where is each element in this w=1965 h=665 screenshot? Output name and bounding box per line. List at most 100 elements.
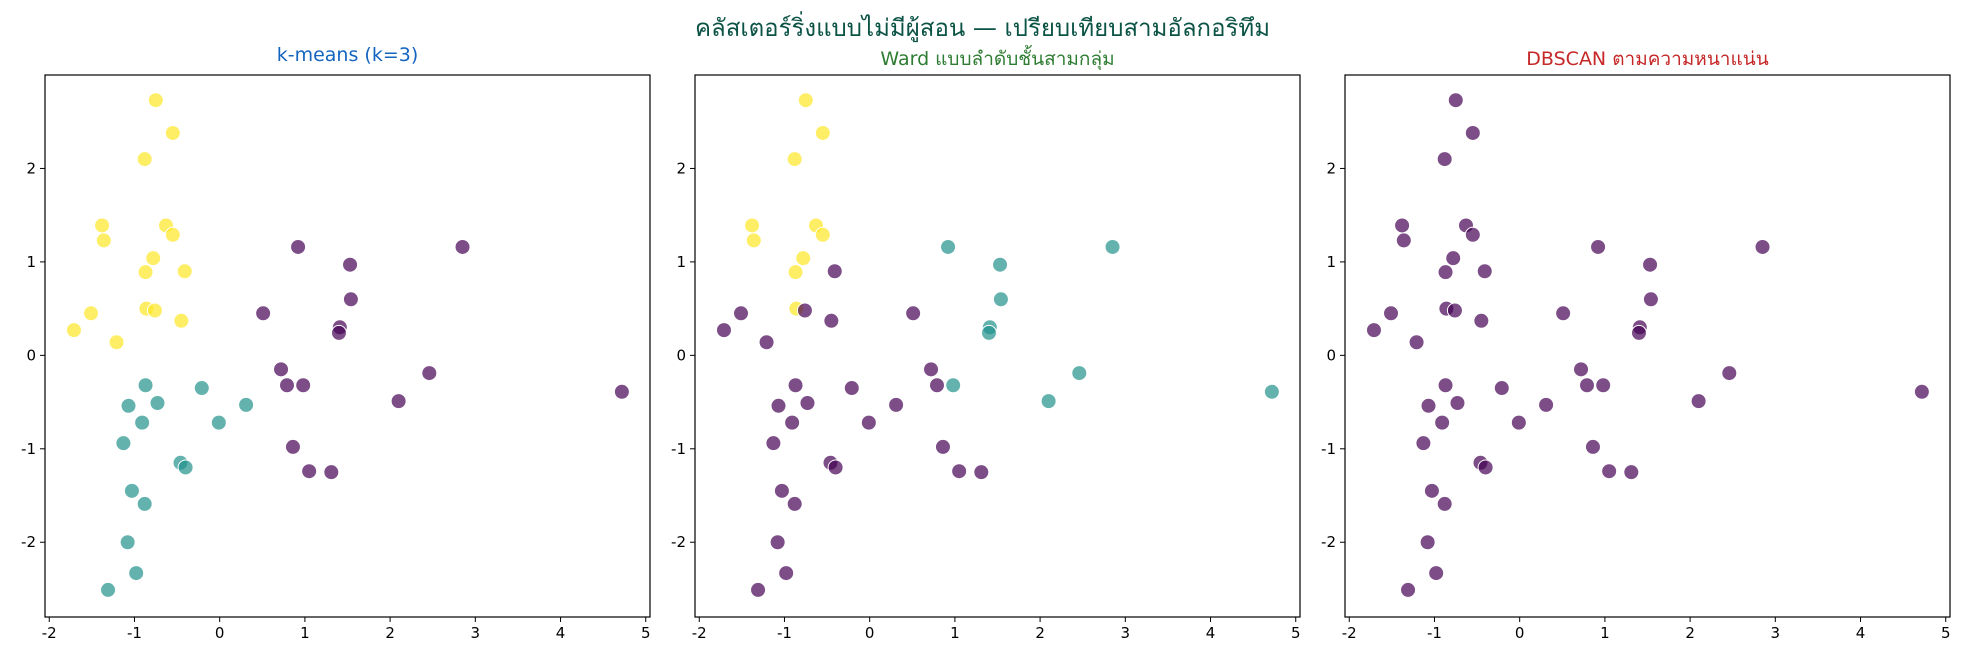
data-point xyxy=(273,361,290,378)
data-point xyxy=(1595,377,1612,394)
data-point xyxy=(1436,151,1453,168)
x-tick-label: -1 xyxy=(1427,624,1442,642)
data-point xyxy=(992,256,1009,273)
data-point xyxy=(1464,226,1481,243)
data-point xyxy=(945,377,962,394)
axes-frame xyxy=(694,74,1301,618)
data-point xyxy=(1434,414,1451,431)
axes-frame xyxy=(1344,74,1951,618)
y-tick-label: -1 xyxy=(1321,440,1336,458)
data-point xyxy=(1721,365,1738,382)
data-point xyxy=(120,397,137,414)
data-point xyxy=(1104,238,1121,255)
data-point xyxy=(787,264,804,281)
y-tick-label: 1 xyxy=(26,253,36,271)
x-tick-label: 4 xyxy=(556,624,566,642)
data-point xyxy=(923,361,940,378)
data-point xyxy=(173,312,190,329)
data-point xyxy=(1420,397,1437,414)
data-point xyxy=(787,377,804,394)
data-point xyxy=(980,324,997,341)
data-point xyxy=(992,291,1009,308)
y-tick-label: -2 xyxy=(671,533,686,551)
data-point xyxy=(108,334,125,351)
y-tick-label: -1 xyxy=(671,440,686,458)
data-point xyxy=(284,438,301,455)
data-point xyxy=(1538,396,1555,413)
x-tick-label: 4 xyxy=(1206,624,1216,642)
data-point xyxy=(295,377,312,394)
data-point xyxy=(1464,124,1481,141)
data-point xyxy=(145,250,162,267)
data-point xyxy=(1493,380,1510,397)
data-point xyxy=(827,459,844,476)
data-point xyxy=(1419,534,1436,551)
data-point xyxy=(176,263,193,280)
data-point xyxy=(1630,324,1647,341)
x-tick-label: -2 xyxy=(692,624,707,642)
x-tick-label: 3 xyxy=(471,624,481,642)
data-point xyxy=(1437,264,1454,281)
data-point xyxy=(1690,393,1707,410)
data-point xyxy=(1365,322,1382,339)
data-point xyxy=(1754,238,1771,255)
data-point xyxy=(149,395,166,412)
y-tick-label: -2 xyxy=(21,533,36,551)
data-point xyxy=(786,495,803,512)
data-point xyxy=(146,302,163,319)
data-point xyxy=(1476,263,1493,280)
data-point xyxy=(1446,302,1463,319)
data-point xyxy=(1394,217,1411,234)
y-tick-label: -1 xyxy=(21,440,36,458)
scatter-panel: -2 -1 0 1 2 3 4 5 -2 -1 0 1 2 xyxy=(671,74,1301,642)
data-point xyxy=(1447,92,1464,109)
x-tick-label: -2 xyxy=(1342,624,1357,642)
data-point xyxy=(1395,232,1412,249)
data-point xyxy=(934,438,951,455)
data-point xyxy=(342,291,359,308)
data-point xyxy=(951,463,968,480)
data-point xyxy=(1445,250,1462,267)
x-tick-label: 1 xyxy=(1600,624,1610,642)
data-point xyxy=(323,464,340,481)
scatter-panel: -2 -1 0 1 2 3 4 5 -2 -1 0 1 2 xyxy=(1321,74,1951,642)
data-point xyxy=(65,322,82,339)
x-tick-label: 0 xyxy=(215,624,225,642)
data-point xyxy=(1383,305,1400,322)
y-tick-label: 2 xyxy=(676,159,686,177)
data-point xyxy=(1590,238,1607,255)
data-point xyxy=(1040,393,1057,410)
data-point xyxy=(128,565,145,582)
data-point xyxy=(83,305,100,322)
data-point xyxy=(888,396,905,413)
data-point xyxy=(784,414,801,431)
data-point xyxy=(255,305,272,322)
data-point xyxy=(1510,414,1527,431)
data-point xyxy=(301,463,318,480)
data-point xyxy=(1573,361,1590,378)
data-point xyxy=(134,414,151,431)
data-point xyxy=(769,534,786,551)
data-point xyxy=(279,377,295,394)
data-point xyxy=(715,322,732,339)
x-tick-label: -1 xyxy=(127,624,142,642)
x-tick-label: 0 xyxy=(1515,624,1525,642)
y-tick-label: 0 xyxy=(676,346,686,364)
data-point xyxy=(905,305,922,322)
panel-title-ward: Ward แบบลำดับชั้นสามกลุ่ม xyxy=(880,48,1115,70)
data-point xyxy=(973,464,990,481)
data-point xyxy=(342,256,359,273)
y-tick-label: 1 xyxy=(676,253,686,271)
data-point xyxy=(1400,581,1417,598)
data-point xyxy=(177,459,194,476)
data-point xyxy=(1623,464,1640,481)
data-point xyxy=(1584,438,1601,455)
data-point xyxy=(1642,291,1659,308)
data-point xyxy=(778,565,795,582)
data-point xyxy=(1415,435,1432,452)
x-tick-label: -1 xyxy=(777,624,792,642)
data-point xyxy=(164,226,181,243)
data-point xyxy=(136,495,153,512)
panel-title-kmeans: k-means (k=3) xyxy=(276,44,419,66)
data-point xyxy=(1263,383,1280,400)
